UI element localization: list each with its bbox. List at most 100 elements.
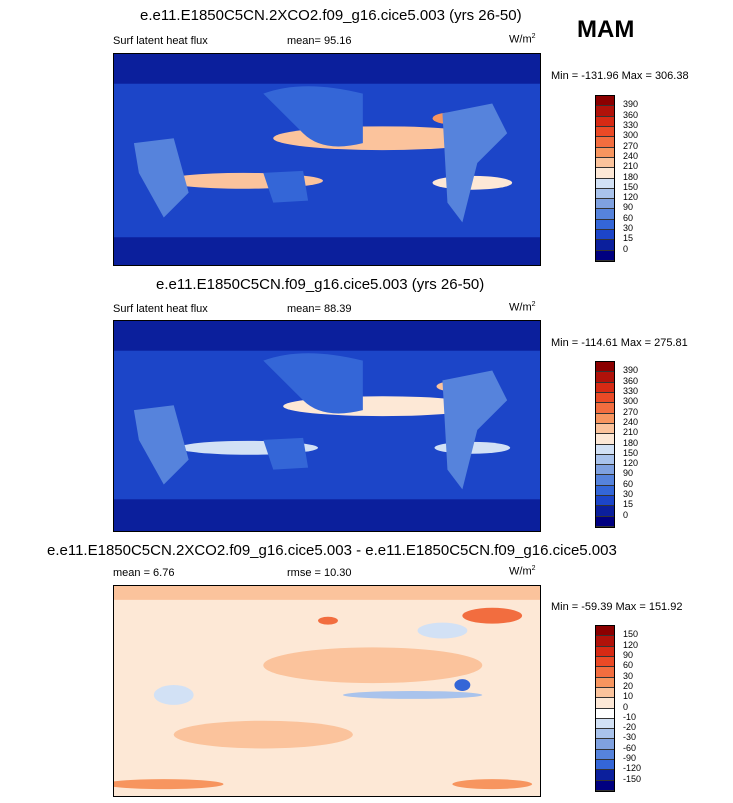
colorbar-tick-label: 120 [623,458,639,469]
colorbar-tick-label: 120 [623,639,639,650]
panel-2-title: e.e11.E1850C5CN.f09_g16.cice5.003 (yrs 2… [156,276,485,293]
colorbar-tick-label: 180 [623,437,639,448]
panel-2-colorbar [595,361,615,528]
colorbar-tick-label: 150 [623,629,639,640]
panel-1-minmax: Min = -131.96 Max = 306.38 [551,70,689,82]
colorbar-segment [596,362,614,373]
colorbar-tick-label: 270 [623,140,639,151]
colorbar-tick-label: 150 [623,447,639,458]
colorbar-tick-label: 60 [623,660,634,671]
colorbar-segment [596,770,614,781]
colorbar-segment [596,780,614,791]
colorbar-segment [596,403,614,414]
colorbar-tick-label: -90 [623,753,637,764]
colorbar-segment [596,646,614,657]
colorbar-segment [596,157,614,169]
panel-1-map [113,53,541,266]
colorbar-tick-label: -10 [623,711,637,722]
colorbar-tick-label: 60 [623,212,634,223]
colorbar-tick-label: 330 [623,119,639,130]
colorbar-tick-label: -150 [623,773,642,784]
colorbar-segment [596,687,614,699]
colorbar-tick-label: 360 [623,375,639,386]
colorbar-segment [596,485,614,497]
colorbar-segment [596,760,614,771]
colorbar-tick-label: 90 [623,468,634,479]
panel-1-units: W/m2 [509,33,536,46]
panel-1-colorbar [595,95,615,262]
colorbar-tick-label: 270 [623,406,639,417]
colorbar-tick-label: 390 [623,365,639,376]
panel-3-minmax: Min = -59.39 Max = 151.92 [551,601,683,613]
colorbar-segment [596,516,614,527]
panel-3-title: e.e11.E1850C5CN.2XCO2.f09_g16.cice5.003 … [47,542,617,559]
colorbar-segment [596,423,614,435]
colorbar-tick-label: 20 [623,680,634,691]
colorbar-segment [596,188,614,200]
colorbar-tick-label: -20 [623,722,637,733]
colorbar-tick-label: 90 [623,202,634,213]
panel-2-variable-label: Surf latent heat flux [113,303,208,315]
panel-3-rmse-label: rmse = 10.30 [287,567,352,579]
colorbar-segment [596,434,614,445]
colorbar-segment [596,240,614,251]
colorbar-segment [596,382,614,393]
colorbar-segment [596,626,614,637]
panel-2-minmax: Min = -114.61 Max = 275.81 [551,337,688,349]
colorbar-segment [596,372,614,383]
colorbar-segment [596,96,614,107]
colorbar-segment [596,708,614,719]
colorbar-tick-label: 0 [623,701,629,712]
colorbar-segment [596,219,614,231]
colorbar-segment [596,656,614,668]
panel-1-map-svg [114,54,540,265]
season-label: MAM [577,16,635,43]
colorbar-tick-label: 210 [623,427,639,438]
colorbar-tick-label: 90 [623,649,634,660]
colorbar-tick-label: 180 [623,171,639,182]
panel-3-map [113,585,541,797]
colorbar-segment [596,178,614,189]
colorbar-tick-label: 300 [623,396,639,407]
colorbar-tick-label: 10 [623,691,634,702]
colorbar-segment [596,230,614,241]
colorbar-segment [596,506,614,517]
panel-2-map-svg [114,321,540,531]
colorbar-segment [596,667,614,678]
colorbar-tick-label: 300 [623,130,639,141]
colorbar-tick-label: 30 [623,489,634,500]
colorbar-tick-label: 150 [623,181,639,192]
colorbar-tick-label: 120 [623,192,639,203]
colorbar-segment [596,147,614,158]
colorbar-tick-label: 0 [623,509,629,520]
panel-1-mean-label: mean= 95.16 [287,35,352,47]
colorbar-segment [596,718,614,730]
colorbar-segment [596,465,614,476]
colorbar-segment [596,749,614,761]
colorbar-segment [596,729,614,740]
colorbar-segment [596,677,614,688]
colorbar-tick-label: -120 [623,763,642,774]
colorbar-segment [596,496,614,507]
colorbar-tick-label: 60 [623,478,634,489]
colorbar-segment [596,454,614,466]
colorbar-segment [596,137,614,148]
colorbar-segment [596,739,614,750]
colorbar-tick-label: 15 [623,233,634,244]
panel-3-mean-label: mean = 6.76 [113,567,175,579]
colorbar-segment [596,106,614,117]
colorbar-tick-label: -60 [623,742,637,753]
colorbar-segment [596,475,614,486]
colorbar-segment [596,126,614,138]
colorbar-tick-label: 30 [623,223,634,234]
panel-1-title: e.e11.E1850C5CN.2XCO2.f09_g16.cice5.003 … [140,7,522,24]
colorbar-tick-label: 330 [623,385,639,396]
colorbar-tick-label: 240 [623,150,639,161]
colorbar-segment [596,636,614,647]
colorbar-tick-label: 210 [623,161,639,172]
colorbar-segment [596,698,614,709]
panel-1-variable-label: Surf latent heat flux [113,35,208,47]
colorbar-segment [596,199,614,210]
colorbar-segment [596,209,614,220]
colorbar-tick-label: 30 [623,670,634,681]
